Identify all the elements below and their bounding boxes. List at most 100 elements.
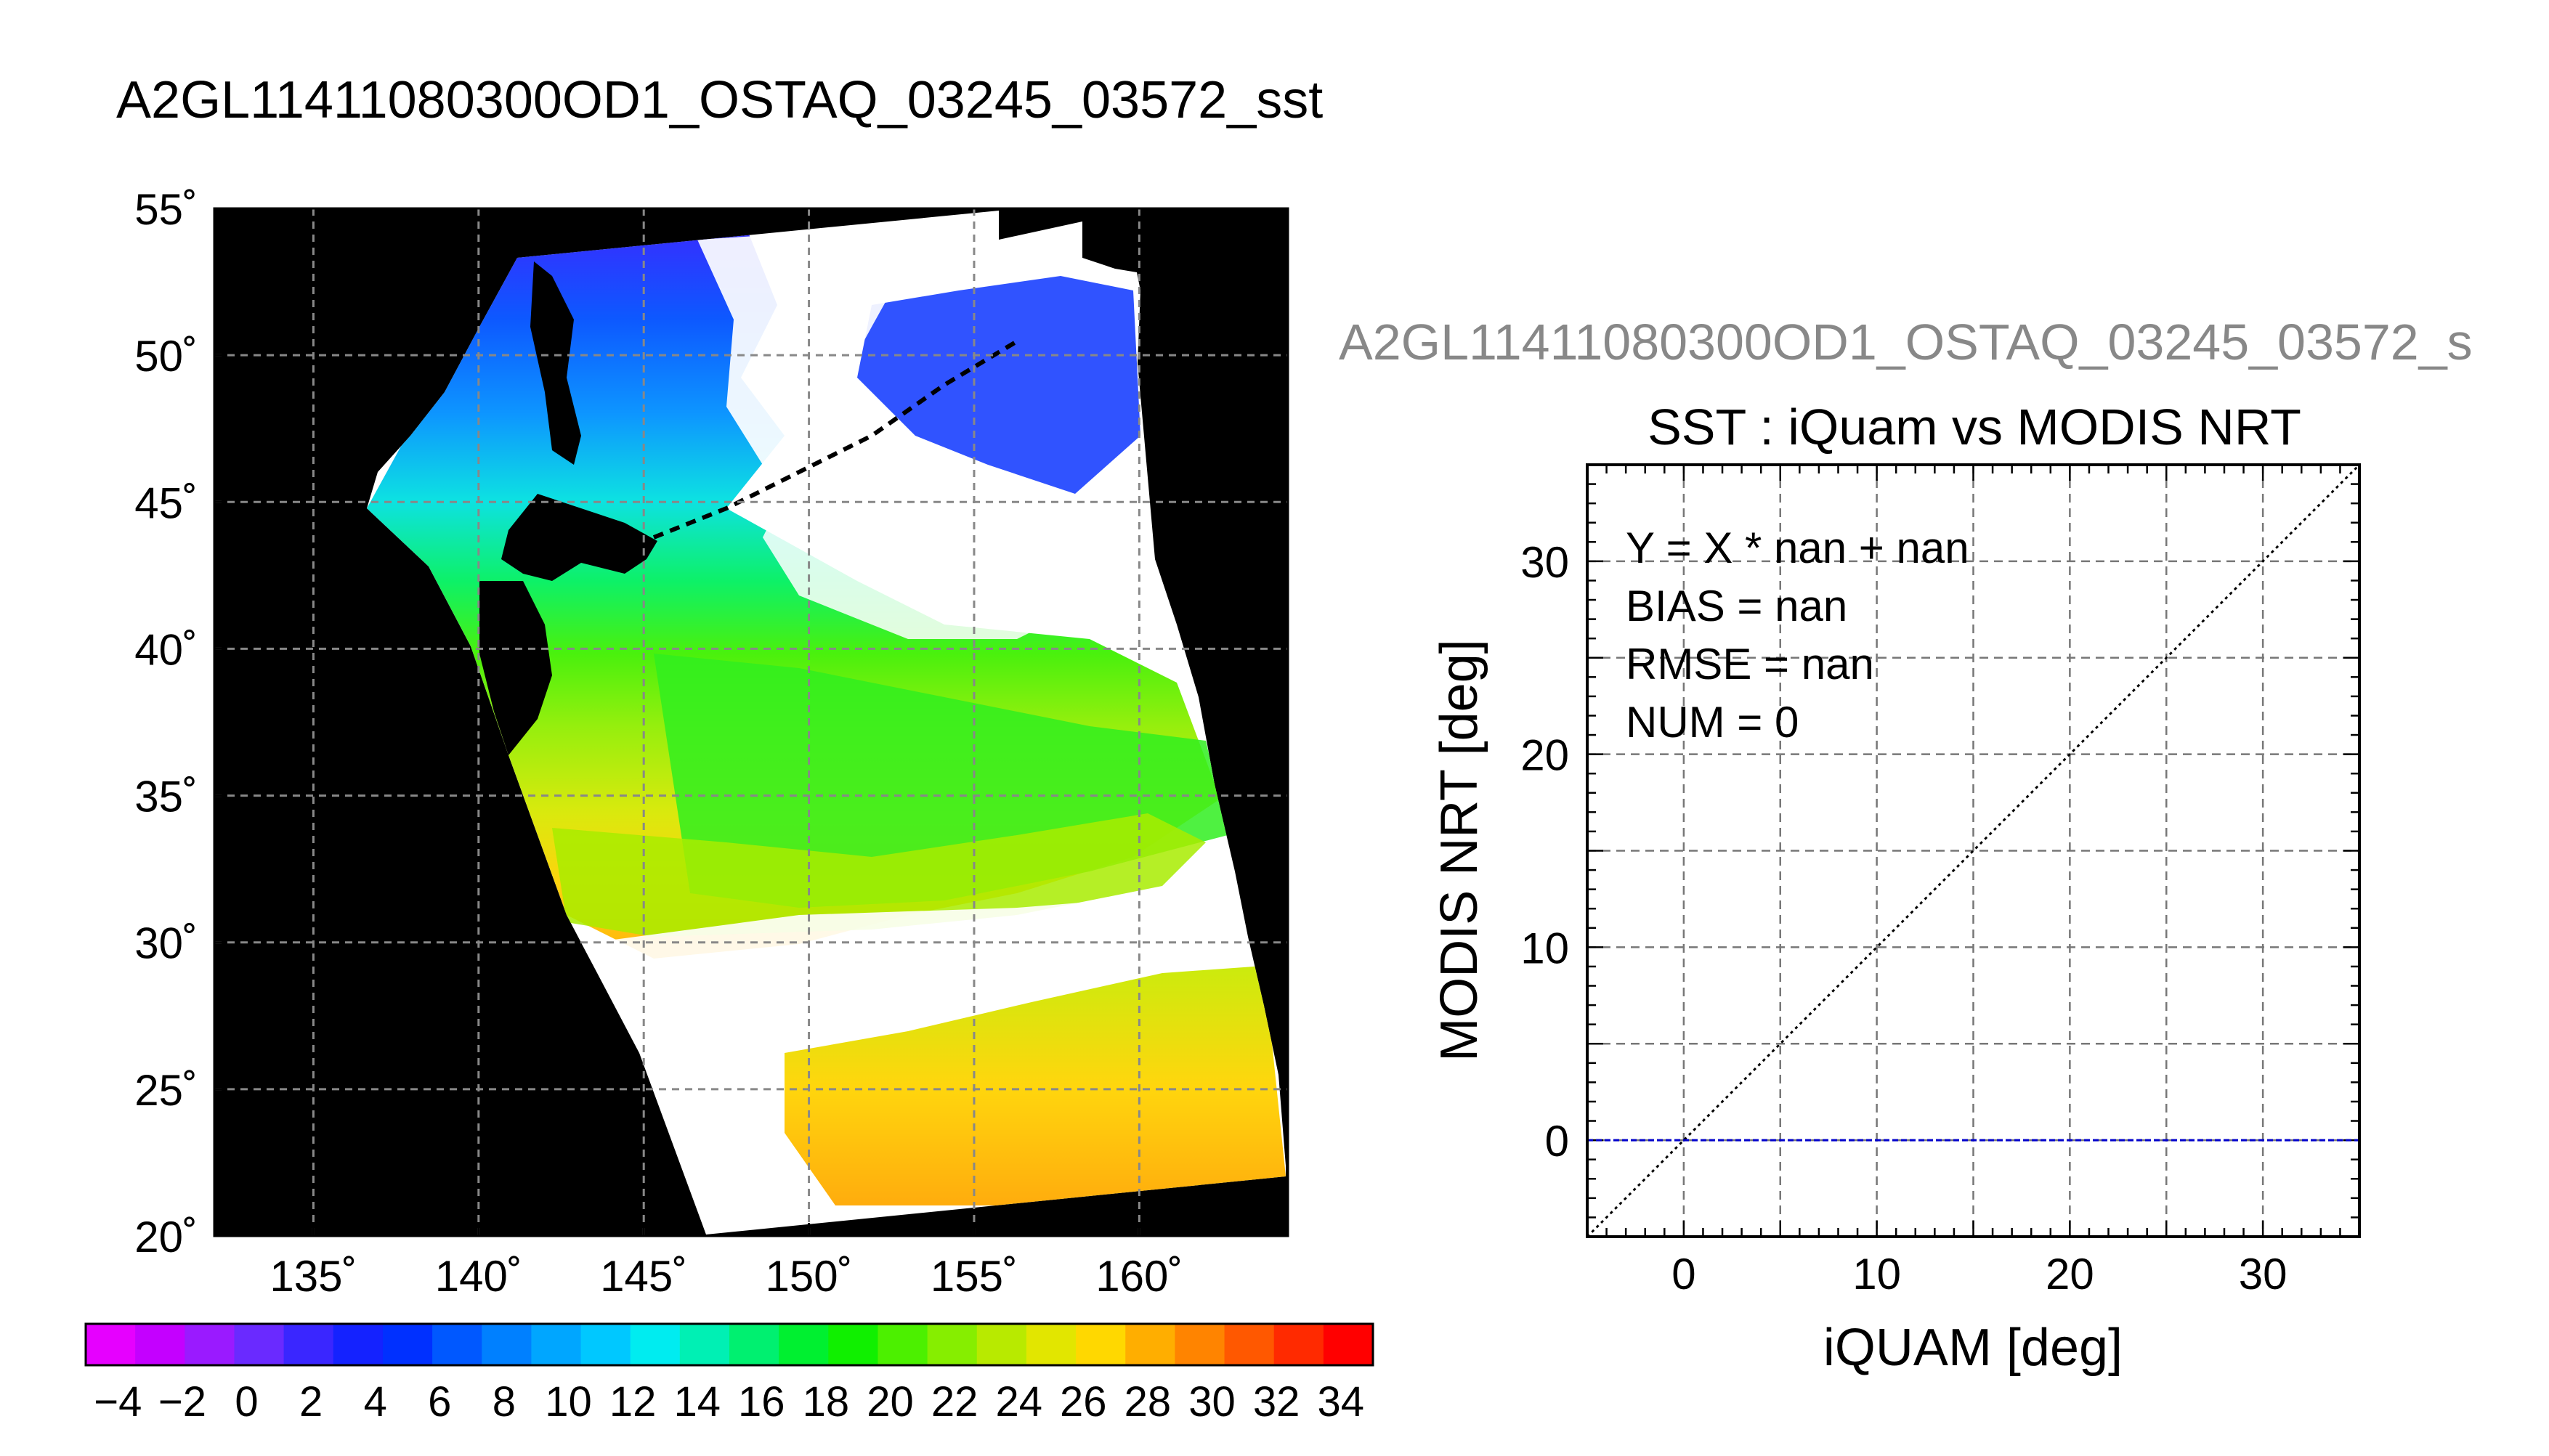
one-to-one-line	[1586, 463, 2361, 1238]
colorbar-cell	[976, 1324, 1027, 1365]
colorbar-cell	[729, 1324, 779, 1365]
scatter-frame	[1586, 463, 2361, 1238]
colorbar-cell	[185, 1324, 235, 1365]
colorbar-cell	[1323, 1324, 1374, 1365]
lat-label: 35˚	[134, 773, 198, 821]
colorbar-tick-label: −2	[158, 1378, 206, 1426]
colorbar-cell	[482, 1324, 532, 1365]
colorbar-tick-label: 34	[1317, 1378, 1364, 1426]
colorbar-cell	[333, 1324, 384, 1365]
colorbar-tick-label: −4	[94, 1378, 142, 1426]
colorbar-tick-label: 10	[545, 1378, 592, 1426]
colorbar-cell	[135, 1324, 185, 1365]
colorbar-frame	[84, 1322, 1374, 1367]
colorbar-cell	[432, 1324, 482, 1365]
colorbar-tick-label: 8	[493, 1378, 516, 1426]
sst-warm-south	[785, 966, 1286, 1205]
colorbar-tick-label: 4	[364, 1378, 387, 1426]
map-graticule	[214, 207, 1288, 1237]
colorbar-tick-label: 24	[995, 1378, 1042, 1426]
scatter-y-tick-label: 0	[1545, 1117, 1569, 1166]
scatter-x-axis-label: iQUAM [deg]	[1823, 1319, 2123, 1377]
sst-map: 55˚ 50˚ 45˚ 40˚ 35˚ 30˚ 25˚ 20˚ 135˚ 140˚ 145˚ 150…	[134, 185, 1289, 1301]
colorbar-cell	[828, 1324, 878, 1365]
colorbar-cell	[283, 1324, 334, 1365]
colorbar-cell	[878, 1324, 928, 1365]
colorbar-tick-label: 22	[931, 1378, 978, 1426]
colorbar-cells	[86, 1324, 1374, 1365]
lat-label: 20˚	[134, 1213, 198, 1261]
latitude-labels: 55˚ 50˚ 45˚ 40˚ 35˚ 30˚ 25˚ 20˚	[134, 185, 198, 1261]
colorbar-tick-label: 26	[1060, 1378, 1107, 1426]
scatter-grid	[1587, 465, 2359, 1237]
colorbar-cell	[1026, 1324, 1077, 1365]
colorbar-tick-label: 32	[1253, 1378, 1300, 1426]
scatter-y-tick-label: 20	[1520, 731, 1569, 780]
scatter-y-tick-labels: 0 10 20 30	[1520, 538, 1569, 1166]
cloud-central	[763, 494, 1133, 639]
colorbar-cell	[1224, 1324, 1275, 1365]
scatter-stat-line: NUM = 0	[1626, 698, 1799, 747]
scatter-stats: Y = X * nan + nan BIAS = nan RMSE = nan NUM…	[1626, 524, 1969, 747]
colorbar-tick-label: 6	[428, 1378, 451, 1426]
colorbar-tick-label: 12	[609, 1378, 657, 1426]
lat-label: 30˚	[134, 919, 198, 968]
lat-label: 50˚	[134, 332, 198, 381]
cloud-south-west	[639, 1046, 814, 1235]
colorbar-cell	[86, 1324, 136, 1365]
colorbar-tick-label: 0	[235, 1378, 258, 1426]
scatter-stat-line: Y = X * nan + nan	[1626, 524, 1969, 572]
scatter-x-tick-label: 20	[2046, 1250, 2094, 1298]
scatter-x-tick-label: 0	[1671, 1250, 1695, 1298]
colorbar-tick-label: 28	[1124, 1378, 1172, 1426]
longitude-labels: 135˚ 140˚ 145˚ 150˚ 155˚ 160˚	[270, 1252, 1183, 1301]
lat-label: 45˚	[134, 479, 198, 527]
scatter-stat-line: RMSE = nan	[1626, 640, 1874, 688]
colorbar-cell	[779, 1324, 829, 1365]
cloud-north	[697, 232, 908, 465]
scatter-plot: 0 10 20 30 0 10 20 30 Y = X * nan + nan BIAS = …	[1430, 463, 2361, 1377]
lat-label: 25˚	[134, 1066, 198, 1115]
colorbar-tick-label: 18	[803, 1378, 850, 1426]
satellite-swath	[367, 211, 1286, 1235]
colorbar-tick-label: 16	[738, 1378, 785, 1426]
colorbar-cell	[382, 1324, 433, 1365]
colorbar-cell	[927, 1324, 978, 1365]
colorbar-tick-label: 30	[1188, 1378, 1236, 1426]
colorbar-cell	[679, 1324, 730, 1365]
lat-label: 40˚	[134, 625, 198, 674]
colorbar-cell	[531, 1324, 582, 1365]
right-panel-title: A2GL11411080300OD1_OSTAQ_03245_03572_s	[1339, 314, 2473, 370]
lon-label: 160˚	[1095, 1252, 1183, 1301]
colorbar-tick-label: 20	[867, 1378, 914, 1426]
lon-label: 155˚	[931, 1252, 1018, 1301]
lon-label: 145˚	[600, 1252, 687, 1301]
colorbar-tick-label: 14	[673, 1378, 721, 1426]
colorbar-cell	[1273, 1324, 1324, 1365]
lon-label: 135˚	[270, 1252, 357, 1301]
cloud-band	[581, 893, 1235, 1046]
map-frame	[213, 207, 1289, 1237]
scatter-reference-lines	[1586, 463, 2361, 1238]
scatter-title: SST : iQuam vs MODIS NRT	[1648, 399, 2301, 455]
colorbar-cell	[234, 1324, 285, 1365]
colorbar-tick-label: 2	[299, 1378, 323, 1426]
land-hokkaido	[501, 494, 657, 581]
lon-label: 140˚	[435, 1252, 522, 1301]
colorbar-cell	[1125, 1324, 1175, 1365]
land-honshu	[479, 581, 552, 755]
colorbar-cell	[580, 1324, 631, 1365]
main-title: A2GL11411080300OD1_OSTAQ_03245_03572_sst	[116, 71, 1323, 129]
sst-north-blue-patch	[857, 276, 1140, 494]
colorbar: −4 −2 0 2 4 6 8 10 12 14 16 18 20 22 24 26 28 30 32 34	[84, 1322, 1374, 1426]
colorbar-cell	[1175, 1324, 1225, 1365]
land-kurils	[652, 339, 1018, 540]
scatter-y-axis-label: MODIS NRT [deg]	[1430, 639, 1488, 1062]
scatter-y-tick-label: 10	[1520, 924, 1569, 972]
lon-label: 150˚	[766, 1252, 853, 1301]
scatter-x-tick-labels: 0 10 20 30	[1671, 1250, 2287, 1298]
colorbar-cell	[1076, 1324, 1126, 1365]
scatter-y-tick-label: 30	[1520, 538, 1569, 587]
